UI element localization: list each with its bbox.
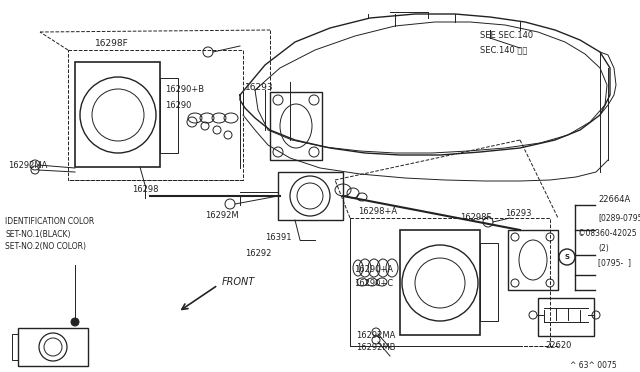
Text: [0289-0795]: [0289-0795]: [598, 214, 640, 222]
Bar: [538, 298, 594, 336]
Text: 16293: 16293: [245, 83, 274, 93]
Bar: [68, 50, 243, 180]
Text: 16298: 16298: [132, 186, 159, 195]
Text: 16292M: 16292M: [205, 211, 239, 219]
Text: [0795-  ]: [0795- ]: [598, 259, 631, 267]
Circle shape: [71, 318, 79, 326]
Text: 16298F: 16298F: [95, 39, 129, 48]
Bar: [12, 334, 18, 360]
Text: 16292MB: 16292MB: [356, 343, 396, 353]
Bar: [18, 328, 88, 366]
Text: SET-NO.1(BLACK): SET-NO.1(BLACK): [5, 230, 70, 238]
Text: SET-NO.2(NO COLOR): SET-NO.2(NO COLOR): [5, 241, 86, 250]
Text: 16290+B: 16290+B: [165, 86, 204, 94]
Text: 16290+A: 16290+A: [354, 266, 393, 275]
Text: S: S: [564, 254, 570, 260]
Bar: [350, 218, 550, 346]
Text: ©08360-42025: ©08360-42025: [578, 228, 637, 237]
Text: 16292MA: 16292MA: [356, 330, 396, 340]
Text: SEE SEC.140: SEE SEC.140: [480, 31, 533, 39]
Text: IDENTIFICATION COLOR: IDENTIFICATION COLOR: [5, 218, 94, 227]
Bar: [75, 62, 160, 167]
Text: 16290: 16290: [165, 100, 191, 109]
Bar: [278, 172, 343, 220]
Text: (2): (2): [598, 244, 609, 253]
Text: 16298+A: 16298+A: [358, 208, 397, 217]
Bar: [270, 92, 322, 160]
Text: ^ 63^ 0075: ^ 63^ 0075: [570, 360, 617, 369]
Text: 22620: 22620: [545, 340, 572, 350]
Text: SEC.140 参照: SEC.140 参照: [480, 45, 527, 55]
Bar: [508, 230, 558, 290]
Text: 16290+C: 16290+C: [354, 279, 393, 288]
Bar: [480, 243, 498, 321]
Text: 16391: 16391: [265, 234, 291, 243]
Text: 16293: 16293: [505, 208, 531, 218]
Text: FRONT: FRONT: [222, 277, 255, 287]
Text: 16292: 16292: [245, 250, 271, 259]
Text: 16298F: 16298F: [460, 214, 492, 222]
Bar: [400, 230, 480, 335]
Bar: [160, 78, 178, 153]
Text: 22664A: 22664A: [598, 196, 630, 205]
Text: 16292MA: 16292MA: [8, 160, 47, 170]
